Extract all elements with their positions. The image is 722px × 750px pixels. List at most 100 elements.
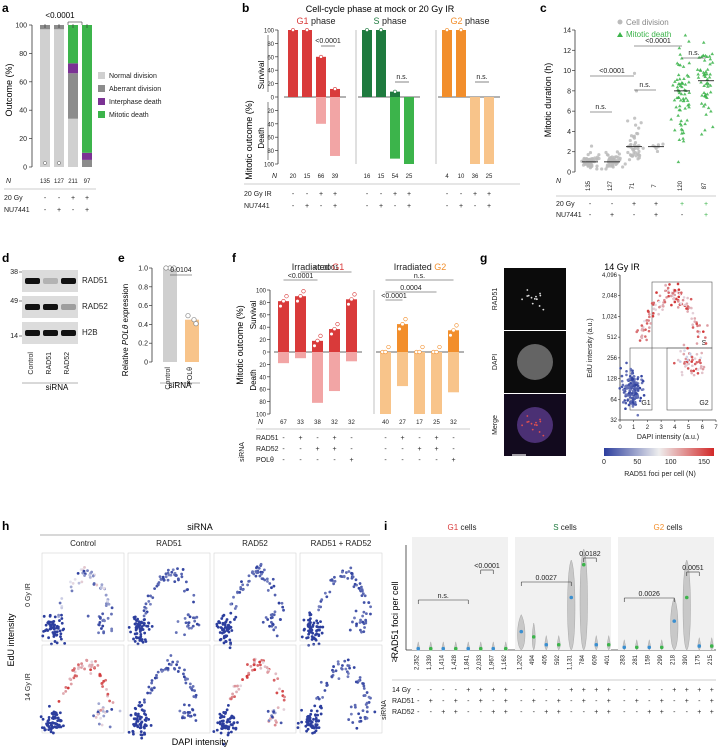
n-value: 15	[378, 174, 385, 180]
condition-mark: -	[418, 435, 421, 442]
cell-point	[107, 602, 111, 606]
g2-cell-point	[700, 371, 704, 375]
cell-point	[362, 610, 366, 614]
cell-point	[171, 568, 175, 572]
violin	[557, 635, 561, 651]
condition-mark: +	[660, 709, 664, 716]
mitotic-death-point	[678, 83, 683, 87]
pvalue-label: n.s.	[396, 74, 407, 81]
s-cell-point	[686, 310, 689, 313]
n-value: 20	[290, 174, 297, 180]
legend-label: Cell division	[626, 18, 669, 27]
cell-point	[50, 712, 54, 715]
mitotic-death-point	[678, 77, 682, 81]
scatter-panel	[213, 552, 297, 642]
cell-point	[98, 617, 102, 620]
cell-point	[149, 602, 152, 606]
cell-point	[312, 642, 316, 646]
subplot-title: Irradiated G2	[394, 262, 447, 272]
g1-cell-point	[627, 383, 631, 386]
mitotic-death-point	[710, 125, 715, 129]
cell-point	[48, 614, 52, 618]
s-cell-point	[654, 303, 657, 307]
cell-point	[111, 701, 115, 704]
mitotic-death-point	[707, 54, 712, 58]
cell-point	[347, 570, 351, 573]
s-cell-point	[672, 297, 675, 301]
data-point	[301, 289, 306, 294]
condition-mark: +	[379, 203, 383, 210]
panel-a-pvalue: <0.0001	[45, 11, 75, 20]
cell-point	[152, 686, 156, 690]
cell-point	[166, 667, 170, 670]
cell-point	[226, 718, 230, 721]
g1-cell-point	[634, 403, 638, 406]
panel-g-title: 14 Gy IR	[604, 262, 640, 272]
s-cell-point	[676, 300, 680, 303]
condition-mark: -	[292, 203, 295, 210]
cell-point	[169, 654, 173, 657]
data-point	[329, 331, 334, 337]
cell-division-point	[633, 151, 638, 155]
mitotic-death-point	[699, 101, 704, 105]
s-cell-point	[695, 322, 699, 326]
cell-point	[174, 631, 178, 634]
cell-point	[166, 571, 170, 575]
data-point	[284, 294, 289, 299]
y-tick-label: 100	[256, 413, 267, 419]
cell-point	[258, 660, 262, 664]
median-point	[606, 642, 611, 647]
n-value: 10	[458, 174, 465, 180]
g1-cell-point	[633, 400, 637, 404]
median-point	[634, 645, 639, 650]
cell-point	[102, 586, 106, 590]
cell-point	[328, 590, 332, 594]
cell-point	[312, 621, 316, 625]
pvalue-label: n.s.	[476, 74, 487, 81]
cell-division-point	[586, 164, 590, 168]
group-title: G1 cells	[448, 523, 477, 532]
mitotic-death-point	[683, 82, 688, 86]
data-point	[445, 28, 449, 32]
condition-mark: -	[401, 446, 404, 453]
cell-point	[62, 724, 65, 728]
gate-label: S	[702, 340, 707, 347]
mitotic-death-point	[687, 39, 691, 43]
cell-point	[55, 713, 59, 717]
cell-point	[182, 672, 185, 676]
cell-point	[63, 642, 67, 645]
violin	[579, 548, 588, 651]
n-value: 7	[652, 184, 658, 188]
mitotic-death-point	[705, 67, 710, 71]
cell-point	[106, 692, 110, 696]
cell-point	[282, 608, 285, 612]
cell-point	[186, 714, 190, 717]
data-point	[291, 28, 295, 32]
cell-point	[347, 718, 351, 721]
cell-point	[44, 623, 48, 627]
cell-point	[191, 616, 195, 620]
cell-point	[251, 668, 254, 672]
cell-point	[110, 629, 114, 633]
cell-point	[132, 637, 135, 641]
cell-point	[143, 718, 147, 722]
cell-point	[47, 621, 51, 625]
cell-point	[136, 712, 140, 716]
g1-cell-point	[634, 395, 638, 398]
cell-point	[100, 627, 103, 630]
mitotic-death-point	[702, 73, 706, 77]
mitotic-death-point	[702, 58, 707, 62]
s-cell-point	[702, 330, 705, 333]
cell-point	[241, 678, 244, 681]
x-tick-label: 6	[701, 425, 705, 431]
cell-point	[187, 703, 191, 707]
cell-point	[46, 629, 50, 632]
condition-mark: +	[459, 203, 463, 210]
cell-point	[59, 632, 63, 636]
panel-h-top-label: siRNA	[187, 522, 213, 532]
cell-point	[312, 717, 315, 721]
cell-division-point	[586, 152, 590, 157]
cell-point	[162, 578, 166, 582]
s-cell-point	[681, 298, 685, 302]
cell-point	[319, 625, 322, 629]
